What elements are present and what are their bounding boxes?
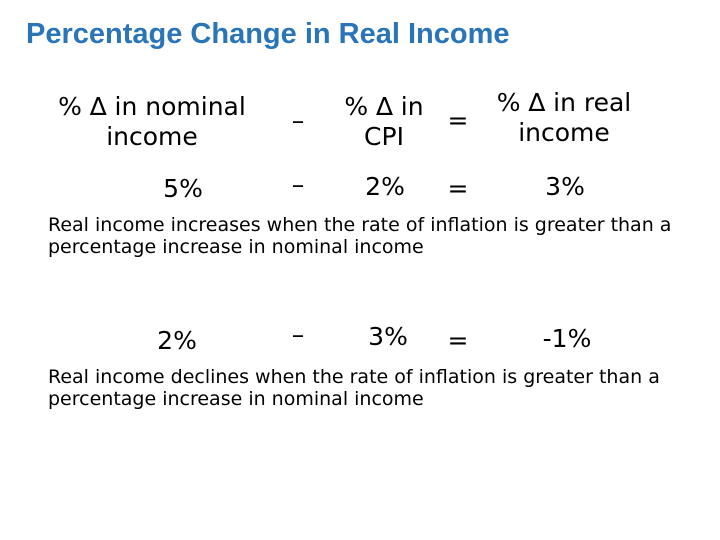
nominal-value: 5% xyxy=(163,174,203,203)
cpi-value: 2% xyxy=(365,172,405,201)
header-operator: = xyxy=(447,106,469,135)
cpi-value: 3% xyxy=(368,322,408,351)
slide-title: Percentage Change in Real Income xyxy=(26,18,510,50)
operator: = xyxy=(447,174,469,203)
real-value: -1% xyxy=(542,324,592,353)
header-term: % ∆ in real income xyxy=(496,88,632,147)
operator: = xyxy=(447,326,469,355)
header-term: % ∆ in CPI xyxy=(344,92,424,151)
header-term: % ∆ in nominal income xyxy=(58,92,246,151)
note: Real income increases when the rate of i… xyxy=(48,214,672,258)
operator: – xyxy=(291,170,305,199)
real-value: 3% xyxy=(545,172,585,201)
nominal-value: 2% xyxy=(157,326,197,355)
operator: – xyxy=(291,320,305,349)
note: Real income declines when the rate of in… xyxy=(48,366,660,410)
header-operator: – xyxy=(291,106,305,135)
